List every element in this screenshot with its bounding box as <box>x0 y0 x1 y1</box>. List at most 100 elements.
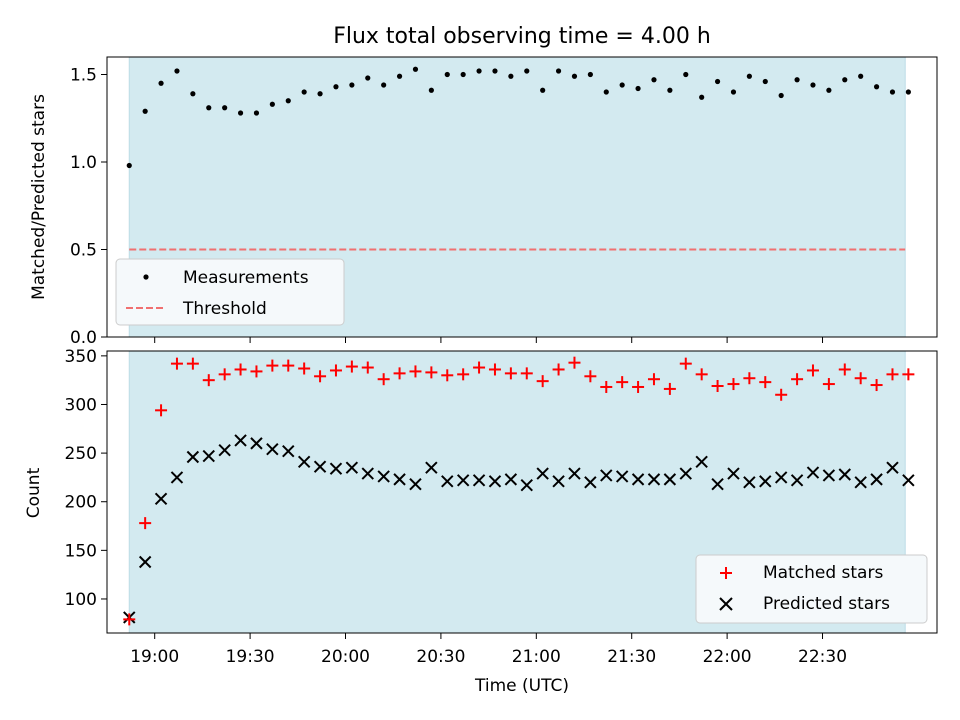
legend-measurements-label: Measurements <box>183 268 309 288</box>
top-y-ticks: 0.0 0.5 1.0 1.5 <box>70 66 107 348</box>
measurement-point <box>269 101 275 107</box>
bottom-y-tick-label: 200 <box>65 493 97 513</box>
predicted-star-point <box>282 444 295 458</box>
matched-star-point <box>329 364 342 377</box>
matched-star-point <box>568 356 581 369</box>
measurement-point <box>778 92 784 99</box>
matched-star-point <box>425 366 438 379</box>
predicted-star-point <box>472 474 486 487</box>
measurement-point <box>762 78 768 85</box>
measurement-point <box>396 73 403 79</box>
measurement-point <box>794 77 800 83</box>
legend-predicted-label: Predicted stars <box>763 594 890 614</box>
measurement-point <box>301 89 307 95</box>
predicted-star-point <box>329 462 343 475</box>
predicted-star-point <box>377 470 390 483</box>
top-y-tick-label: 0.5 <box>70 241 97 261</box>
x-axis-label: Time (UTC) <box>474 676 569 696</box>
predicted-star-point <box>870 473 883 486</box>
matched-star-point <box>139 517 152 530</box>
predicted-star-point <box>138 555 152 569</box>
predicted-star-point <box>568 467 581 480</box>
top-y-axis-label: Matched/Predicted stars <box>29 94 49 300</box>
matched-star-point <box>298 362 311 375</box>
measurement-point <box>810 82 816 88</box>
predicted-star-point <box>488 475 502 488</box>
measurement-point <box>587 71 593 78</box>
measurement-point <box>699 94 705 100</box>
predicted-star-point <box>536 467 549 480</box>
top-panel: 0.0 0.5 1.0 1.5 Matched/Predicted stars Mea… <box>29 56 938 348</box>
measurement-point <box>253 110 260 116</box>
x-tick-label: 22:30 <box>798 647 847 667</box>
predicted-star-point <box>886 461 899 474</box>
matched-star-point <box>695 368 708 381</box>
predicted-stars-points <box>123 434 915 624</box>
predicted-star-point <box>441 475 454 488</box>
measurement-point <box>492 68 498 74</box>
predicted-star-point <box>520 478 533 492</box>
bottom-y-ticks: 100 150 200 250 300 350 <box>65 347 107 610</box>
matched-stars-points <box>123 356 915 626</box>
matched-star-point <box>520 367 533 380</box>
matched-star-point <box>488 363 501 376</box>
top-legend: Measurements Threshold <box>115 258 345 326</box>
matched-star-point <box>504 367 517 380</box>
predicted-star-point <box>234 434 247 447</box>
predicted-star-point <box>743 476 756 489</box>
predicted-star-point <box>170 471 184 484</box>
bottom-legend: Matched stars Predicted stars <box>695 554 928 624</box>
matched-star-point <box>314 370 327 383</box>
predicted-star-point <box>345 461 359 474</box>
predicted-star-point <box>393 473 406 486</box>
bottom-panel: 100 150 200 250 300 350 19:00 19:30 20:00 20:30 2… <box>24 347 938 696</box>
measurement-point <box>683 71 689 78</box>
predicted-star-point <box>822 469 836 482</box>
matched-star-point <box>600 380 613 393</box>
matched-star-point <box>822 378 835 391</box>
matched-star-point <box>727 378 740 391</box>
measurement-point <box>126 162 132 169</box>
predicted-star-point <box>584 476 597 489</box>
top-y-tick-label: 0.0 <box>70 328 97 348</box>
bottom-axes-frame <box>106 350 938 634</box>
top-measurement-points <box>126 66 911 169</box>
measurement-point <box>460 71 466 78</box>
bottom-y-tick-label: 150 <box>65 541 97 561</box>
measurement-point <box>190 91 196 97</box>
measurement-point <box>222 105 228 111</box>
matched-star-point <box>377 373 390 386</box>
bottom-legend-box <box>695 554 928 624</box>
measurement-point <box>746 73 752 79</box>
matched-star-point <box>679 357 692 370</box>
legend-threshold-label: Threshold <box>182 299 267 319</box>
measurement-point <box>142 108 148 114</box>
matched-star-point <box>775 388 788 401</box>
top-y-tick-label: 1.0 <box>70 153 97 173</box>
matched-star-point <box>791 373 804 386</box>
predicted-star-point <box>504 473 518 486</box>
predicted-star-point <box>631 473 645 486</box>
predicted-star-point <box>902 474 915 487</box>
predicted-star-point <box>806 466 820 479</box>
legend-measurements-marker <box>143 274 149 280</box>
bottom-y-tick-label: 350 <box>65 347 97 367</box>
predicted-star-point <box>313 460 327 473</box>
legend-matched-label: Matched stars <box>763 563 883 583</box>
measurement-point <box>476 68 482 74</box>
matched-star-point <box>552 363 565 376</box>
matched-star-point <box>473 361 486 374</box>
measurement-point <box>873 84 880 90</box>
predicted-star-point <box>186 450 200 464</box>
matched-star-point <box>123 613 136 626</box>
measurement-point <box>365 75 371 81</box>
predicted-star-point <box>854 476 867 489</box>
predicted-star-point <box>456 474 470 487</box>
figure-title: Flux total observing time = 4.00 h <box>333 24 711 49</box>
matched-star-point <box>218 368 231 381</box>
matched-star-point <box>902 368 915 381</box>
measurement-point <box>603 89 609 95</box>
measurement-point <box>651 77 657 83</box>
predicted-star-point <box>552 475 565 488</box>
measurement-point <box>333 84 339 90</box>
